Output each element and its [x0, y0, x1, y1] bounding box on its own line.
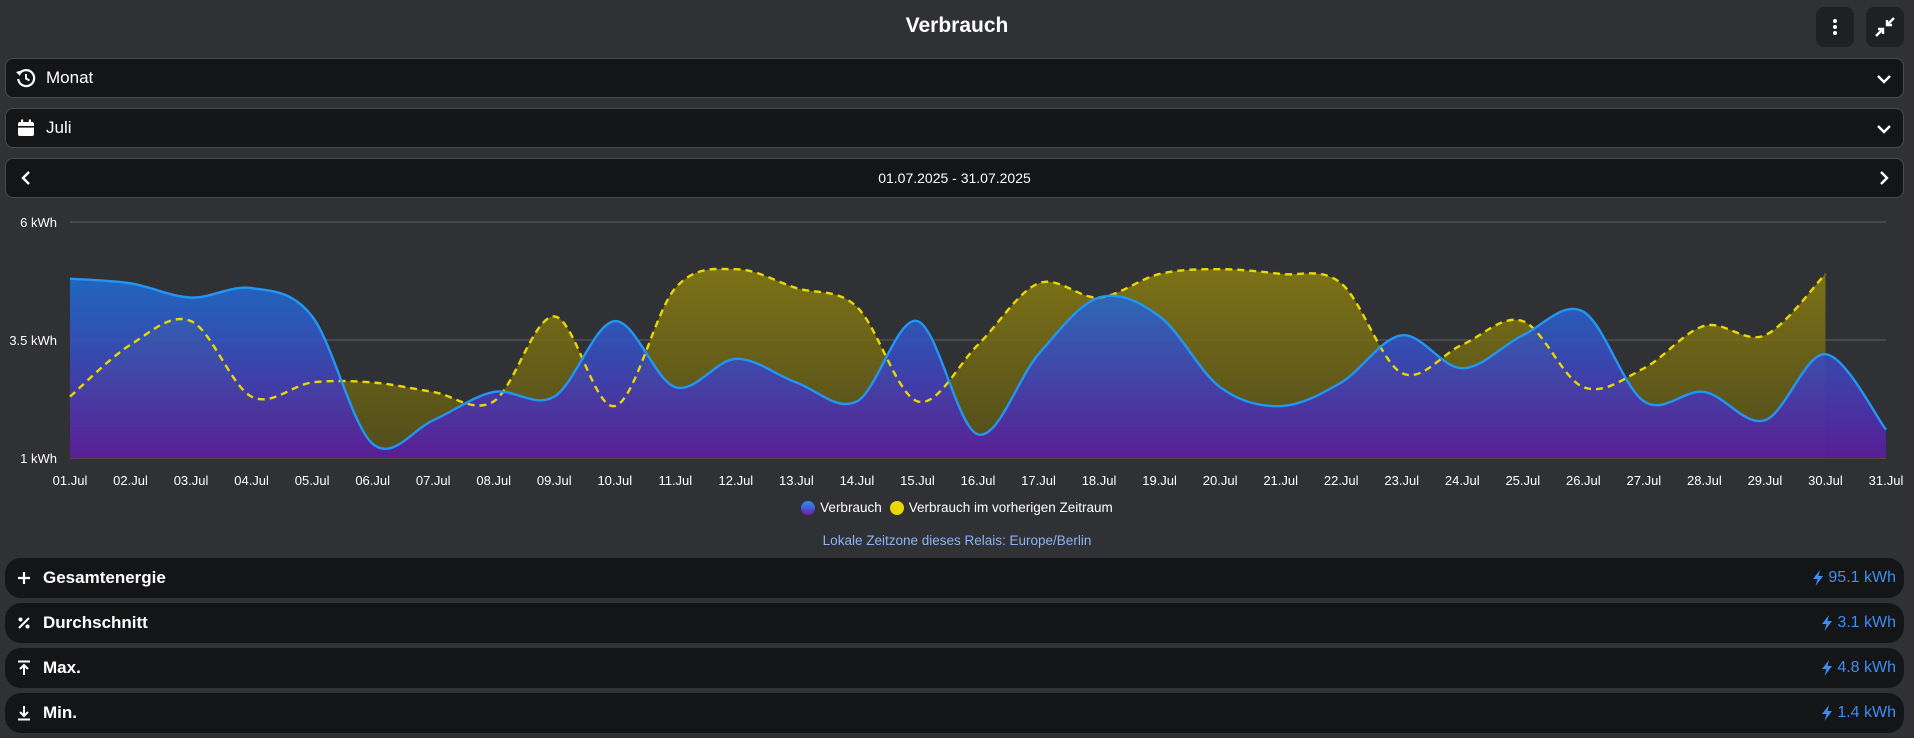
- legend-label-current: Verbrauch: [820, 500, 882, 515]
- consumption-chart: 6 kWh 3.5 kWh 1 kWh 01.Jul 02.Jul 03.Jul 04.J…: [9, 215, 1904, 488]
- legend-item-current[interactable]: Verbrauch: [801, 500, 882, 515]
- vertical-dots-icon: [1833, 19, 1837, 35]
- x-tick-label: 26.Jul: [1566, 473, 1601, 488]
- x-tick-label: 16.Jul: [961, 473, 996, 488]
- stat-value: 1.4 kWh: [1821, 704, 1896, 722]
- x-tick-label: 21.Jul: [1263, 473, 1298, 488]
- x-tick-label: 20.Jul: [1203, 473, 1238, 488]
- page-title: Verbrauch: [905, 14, 1009, 37]
- percent-icon: [5, 616, 43, 630]
- chevron-left-icon: [21, 171, 30, 185]
- x-tick-label: 03.Jul: [174, 473, 209, 488]
- x-tick-label: 25.Jul: [1505, 473, 1540, 488]
- previous-period-button[interactable]: [6, 169, 46, 187]
- x-tick-label: 05.Jul: [295, 473, 330, 488]
- chevron-down-icon: [1875, 120, 1893, 143]
- stat-label: Max.: [43, 658, 81, 677]
- chevron-right-icon: [1880, 171, 1889, 185]
- x-tick-label: 18.Jul: [1082, 473, 1117, 488]
- lightning-icon: [1813, 570, 1824, 586]
- stat-value: 95.1 kWh: [1812, 569, 1896, 587]
- stat-max[interactable]: Max. 4.8 kWh: [5, 648, 1904, 688]
- x-tick-label: 17.Jul: [1021, 473, 1056, 488]
- history-icon: [6, 67, 46, 89]
- legend-swatch-previous: [889, 500, 904, 515]
- x-tick-label: 31.Jul: [1869, 473, 1904, 488]
- date-range-label: 01.07.2025 - 31.07.2025: [878, 170, 1031, 186]
- x-tick-label: 12.Jul: [719, 473, 754, 488]
- x-tick-label: 15.Jul: [900, 473, 935, 488]
- arrow-down-to-line-icon: [5, 705, 43, 721]
- x-tick-label: 14.Jul: [840, 473, 875, 488]
- lightning-icon: [1822, 615, 1833, 631]
- y-tick-label: 1 kWh: [20, 451, 57, 466]
- stat-label: Min.: [43, 703, 77, 722]
- month-select[interactable]: Juli: [5, 108, 1904, 148]
- x-tick-label: 30.Jul: [1808, 473, 1843, 488]
- y-tick-label: 3.5 kWh: [9, 333, 57, 348]
- x-tick-label: 04.Jul: [234, 473, 269, 488]
- calendar-icon: [6, 118, 46, 138]
- x-tick-label: 08.Jul: [476, 473, 511, 488]
- more-options-button[interactable]: [1816, 7, 1854, 47]
- x-tick-label: 29.Jul: [1748, 473, 1783, 488]
- stat-value: 4.8 kWh: [1821, 659, 1896, 677]
- chevron-down-icon: [1875, 70, 1893, 93]
- stat-value-text: 3.1 kWh: [1837, 614, 1896, 631]
- month-select-value: Juli: [46, 118, 72, 137]
- arrow-up-to-line-icon: [5, 660, 43, 676]
- x-tick-label: 24.Jul: [1445, 473, 1480, 488]
- x-tick-label: 11.Jul: [658, 473, 692, 488]
- area-current: [70, 278, 1886, 458]
- stat-label: Gesamtenergie: [43, 568, 166, 587]
- next-period-button[interactable]: [1875, 169, 1893, 192]
- period-select[interactable]: Monat: [5, 58, 1904, 98]
- legend-swatch-current: [801, 500, 816, 515]
- x-tick-label: 06.Jul: [355, 473, 390, 488]
- legend-label-previous: Verbrauch im vorherigen Zeitraum: [908, 500, 1113, 515]
- lightning-icon: [1822, 660, 1833, 676]
- x-tick-label: 28.Jul: [1687, 473, 1722, 488]
- x-tick-label: 02.Jul: [113, 473, 148, 488]
- x-tick-label: 09.Jul: [537, 473, 572, 488]
- period-select-value: Monat: [46, 68, 94, 87]
- stat-average[interactable]: Durchschnitt 3.1 kWh: [5, 603, 1904, 643]
- lightning-icon: [1822, 705, 1833, 721]
- x-tick-label: 19.Jul: [1142, 473, 1177, 488]
- collapse-arrows-icon: [1875, 17, 1895, 37]
- stat-value-text: 4.8 kWh: [1837, 659, 1896, 676]
- date-navigator: 01.07.2025 - 31.07.2025: [5, 158, 1904, 198]
- x-tick-label: 22.Jul: [1324, 473, 1359, 488]
- series-line-previous: [69, 267, 1827, 408]
- stat-min[interactable]: Min. 1.4 kWh: [5, 693, 1904, 733]
- collapse-button[interactable]: [1866, 7, 1904, 47]
- stat-label: Durchschnitt: [43, 613, 148, 632]
- x-tick-label: 27.Jul: [1627, 473, 1662, 488]
- x-tick-label: 07.Jul: [416, 473, 451, 488]
- timezone-note: Lokale Zeitzone dieses Relais: Europe/Be…: [822, 533, 1092, 548]
- x-tick-label: 13.Jul: [779, 473, 814, 488]
- stat-total-energy[interactable]: Gesamtenergie 95.1 kWh: [5, 558, 1904, 598]
- stat-value: 3.1 kWh: [1821, 614, 1896, 632]
- series-line-current: [69, 277, 1887, 451]
- y-tick-label: 6 kWh: [20, 215, 57, 230]
- stat-value-text: 95.1 kWh: [1828, 569, 1896, 586]
- x-tick-label: 23.Jul: [1384, 473, 1419, 488]
- chart-legend: Verbrauch Verbrauch im vorherigen Zeitra…: [0, 500, 1914, 515]
- plus-icon: [5, 571, 43, 585]
- legend-item-previous[interactable]: Verbrauch im vorherigen Zeitraum: [889, 500, 1113, 515]
- x-tick-label: 01.Jul: [53, 473, 88, 488]
- header: Verbrauch: [0, 0, 1914, 56]
- x-tick-label: 10.Jul: [597, 473, 632, 488]
- stat-value-text: 1.4 kWh: [1837, 704, 1896, 721]
